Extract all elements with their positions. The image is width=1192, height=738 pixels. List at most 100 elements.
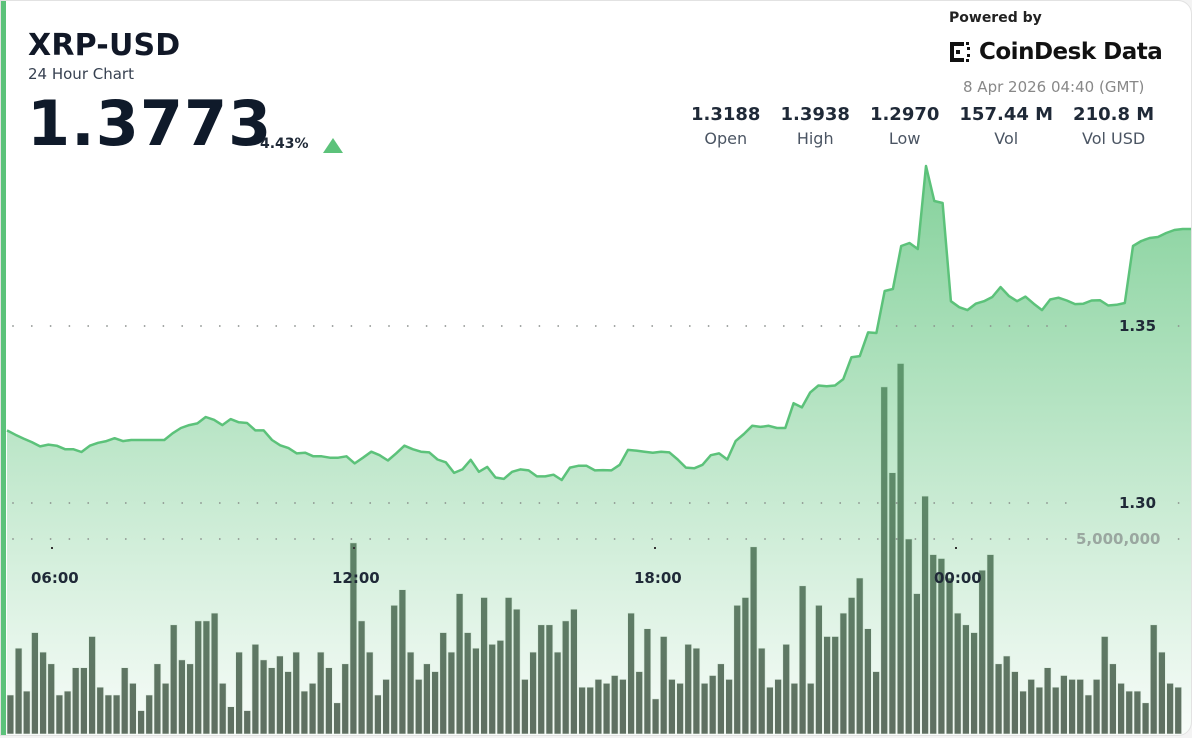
grid-dot: [312, 325, 315, 327]
brand-name: CoinDesk Data: [979, 39, 1163, 65]
timestamp: 8 Apr 2026 04:40 (GMT): [963, 78, 1145, 96]
stat-label: Open: [704, 129, 748, 148]
grid-dot: [406, 538, 409, 540]
grid-dot: [726, 502, 729, 504]
grid-dot: [782, 538, 785, 540]
grid-dot: [388, 502, 390, 504]
y-tick-1-35: 1.35: [1119, 317, 1157, 335]
grid-dot: [200, 538, 202, 540]
grid-dot: [218, 502, 221, 504]
brand-logo[interactable]: CoinDesk Data: [948, 39, 1163, 65]
grid-dot: [106, 502, 108, 504]
grid-dot: [256, 538, 259, 540]
grid-dot: [218, 538, 221, 540]
grid-dot: [1046, 538, 1048, 540]
x-tick-0600: 06:00: [31, 569, 79, 587]
grid-dot: [181, 325, 184, 327]
grid-dot: [1177, 538, 1180, 540]
grid-dot: [463, 325, 466, 327]
grid-dot: [839, 325, 842, 327]
grid-dot: [1008, 325, 1011, 327]
grid-dot: [124, 538, 127, 540]
grid-dot: [294, 538, 296, 540]
grid-dot: [425, 502, 428, 504]
x-tick-0000: 00:00: [934, 569, 982, 587]
grid-dot: [68, 502, 71, 504]
grid-dot: [745, 325, 748, 327]
grid-dot: [745, 538, 748, 540]
coindesk-logo-icon: [950, 42, 970, 62]
grid-dot: [49, 325, 52, 327]
grid-dot: [500, 538, 503, 540]
stat-open: 1.3188 Open: [691, 104, 760, 148]
grid-dot: [933, 538, 936, 540]
grid-dot: [707, 325, 710, 327]
stat-high: 1.3938 High: [780, 104, 849, 148]
stat-label: High: [796, 129, 834, 148]
grid-dot: [613, 502, 616, 504]
grid-dot: [557, 538, 560, 540]
grid-dot: [1046, 325, 1048, 327]
grid-dot: [764, 502, 766, 504]
grid-dot: [425, 325, 428, 327]
grid-dot: [670, 538, 672, 540]
x-tick-mark: [51, 547, 53, 549]
grid-dot: [181, 502, 184, 504]
grid-dot: [388, 538, 390, 540]
grid-dot: [613, 325, 616, 327]
grid-dot: [256, 502, 259, 504]
grid-dot: [12, 325, 14, 327]
grid-dot: [1064, 325, 1067, 327]
grid-dot: [143, 538, 146, 540]
grid-dot: [858, 538, 860, 540]
grid-dot: [914, 325, 917, 327]
grid-dot: [331, 325, 334, 327]
grid-dot: [162, 325, 165, 327]
grid-dot: [519, 325, 522, 327]
grid-dot: [388, 325, 390, 327]
grid-dot: [482, 325, 484, 327]
grid-dot: [782, 325, 785, 327]
stat-label: Low: [888, 129, 921, 148]
stat-value: 210.8 M: [1073, 104, 1155, 125]
grid-dot: [369, 502, 372, 504]
grid-dot: [801, 538, 804, 540]
x-tick-marks: [51, 547, 957, 549]
grid-dot: [369, 325, 372, 327]
grid-dot: [576, 502, 578, 504]
grid-dot: [200, 325, 202, 327]
x-tick-mark: [654, 547, 656, 549]
grid-lines: [12, 325, 1180, 540]
grid-dot: [670, 502, 672, 504]
grid-dot: [707, 502, 710, 504]
powered-by-label: Powered by: [949, 10, 1042, 26]
stats-row: 1.3188 Open 1.3938 High 1.2970 Low 157.4…: [681, 104, 1164, 148]
y-tick-1-30: 1.30: [1119, 494, 1157, 512]
stat-label: Vol USD: [1082, 129, 1146, 148]
stat-value: 157.44 M: [959, 104, 1054, 125]
grid-dot: [519, 538, 522, 540]
chart-subtitle: 24 Hour Chart: [28, 65, 134, 83]
grid-dot: [143, 502, 146, 504]
grid-dot: [651, 502, 654, 504]
grid-dot: [143, 325, 146, 327]
grid-dot: [162, 538, 165, 540]
grid-dot: [444, 325, 447, 327]
grid-dot: [1008, 538, 1011, 540]
grid-dot: [369, 538, 372, 540]
grid-dot: [538, 502, 541, 504]
grid-dot: [576, 538, 578, 540]
accent-bar: [1, 1, 6, 735]
grid-dot: [68, 325, 71, 327]
grid-dot: [519, 502, 522, 504]
stat-value: 1.2970: [869, 104, 940, 125]
stat-vol-usd: 210.8 M Vol USD: [1073, 104, 1154, 148]
grid-dot: [275, 325, 278, 327]
grid-dot: [989, 325, 992, 327]
grid-dot: [933, 502, 936, 504]
grid-dot: [632, 502, 635, 504]
x-tick-mark: [353, 547, 355, 549]
grid-dot: [124, 325, 127, 327]
